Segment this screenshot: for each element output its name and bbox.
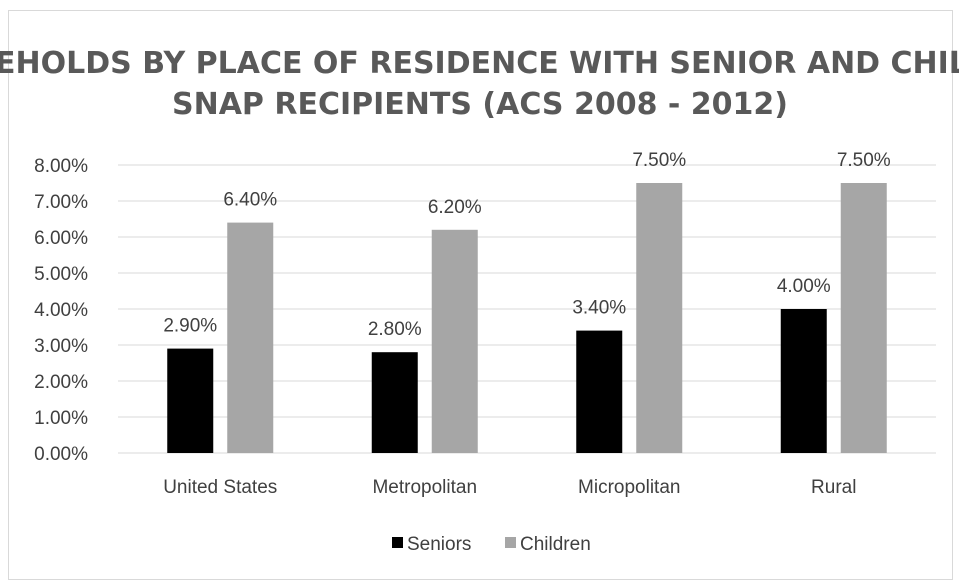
- bar-seniors: [371, 352, 418, 453]
- bar-children: [431, 229, 478, 453]
- legend-label-seniors: Seniors: [407, 534, 471, 555]
- chart-title-line-1: HOUSEHOLDS BY PLACE OF RESIDENCE WITH SE…: [0, 46, 959, 81]
- y-tick-label: 2.00%: [34, 372, 88, 393]
- data-label-seniors: 4.00%: [777, 276, 831, 297]
- chart-title-line-2: SNAP RECIPIENTS (ACS 2008 - 2012): [172, 87, 788, 122]
- data-label-seniors: 2.90%: [163, 316, 217, 337]
- data-label-children: 6.20%: [428, 197, 482, 218]
- data-label-seniors: 3.40%: [572, 298, 626, 319]
- y-tick-label: 6.00%: [34, 228, 88, 249]
- legend-swatch-children: [505, 537, 516, 548]
- bar-seniors: [780, 309, 827, 453]
- legend: Seniors Children: [392, 534, 591, 555]
- y-tick-label: 7.00%: [34, 192, 88, 213]
- y-tick-label: 0.00%: [34, 444, 88, 465]
- data-label-children: 7.50%: [632, 150, 686, 171]
- x-axis-category-labels: United States Metropolitan Micropolitan Rur…: [163, 477, 856, 498]
- y-tick-label: 1.00%: [34, 408, 88, 429]
- y-tick-label: 5.00%: [34, 264, 88, 285]
- legend-swatch-seniors: [392, 537, 403, 548]
- bar-children: [636, 183, 683, 453]
- data-label-children: 6.40%: [223, 190, 277, 211]
- data-label-seniors: 2.80%: [368, 319, 422, 340]
- chart-title: HOUSEHOLDS BY PLACE OF RESIDENCE WITH SE…: [0, 46, 959, 122]
- category-label: Metropolitan: [372, 477, 477, 498]
- bar-seniors: [167, 348, 214, 453]
- category-label: Rural: [811, 477, 856, 498]
- category-label: Micropolitan: [578, 477, 680, 498]
- bar-children: [227, 222, 274, 453]
- chart-frame: [8, 10, 953, 580]
- bar-children: [840, 183, 887, 453]
- bar-seniors: [576, 330, 623, 453]
- legend-label-children: Children: [520, 534, 591, 555]
- bars: [167, 183, 887, 453]
- y-axis-tick-labels: 0.00% 1.00% 2.00% 3.00% 4.00% 5.00% 6.00% 7.00%…: [34, 156, 88, 465]
- data-label-children: 7.50%: [837, 150, 891, 171]
- data-labels: 2.90% 6.40% 2.80% 6.20% 3.40% 7.50% 4.00% 7.50%: [163, 150, 890, 340]
- y-tick-label: 3.00%: [34, 336, 88, 357]
- y-tick-label: 4.00%: [34, 300, 88, 321]
- y-tick-label: 8.00%: [34, 156, 88, 177]
- category-label: United States: [163, 477, 277, 498]
